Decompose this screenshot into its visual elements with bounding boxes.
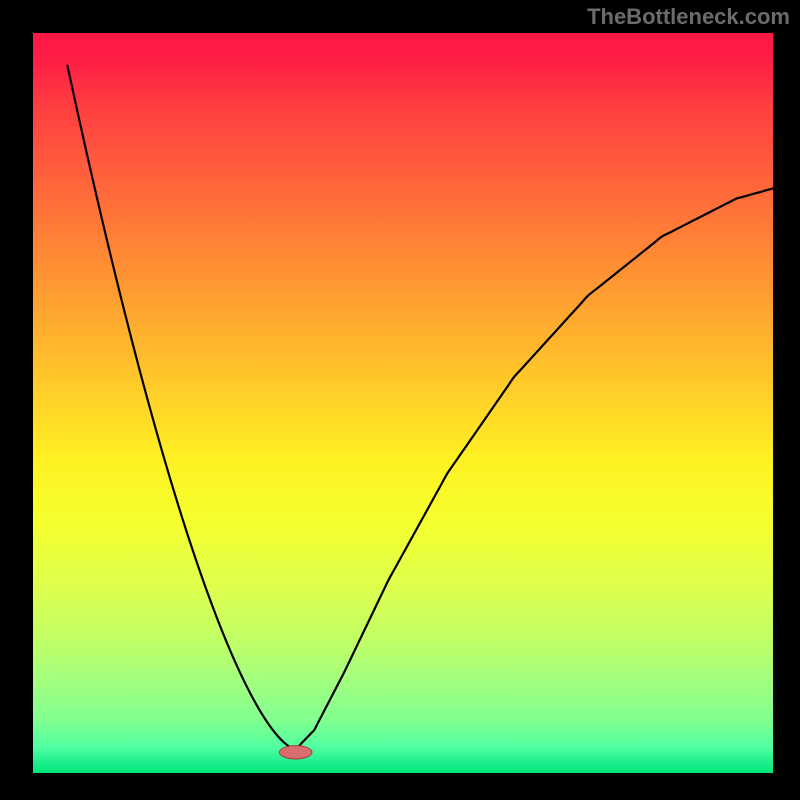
bottleneck-chart: TheBottleneck.com <box>0 0 800 800</box>
chart-svg <box>0 0 800 800</box>
plot-area <box>33 33 773 773</box>
optimum-marker <box>279 746 312 759</box>
watermark-text: TheBottleneck.com <box>587 4 790 30</box>
